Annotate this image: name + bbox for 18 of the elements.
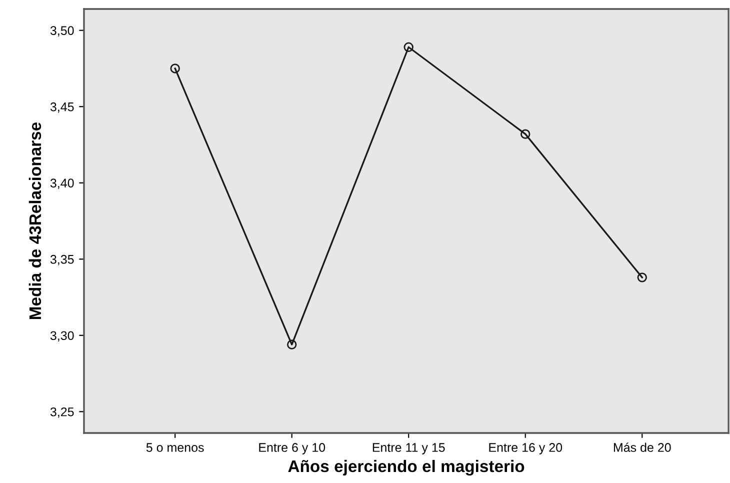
- point: [286, 340, 297, 350]
- x-axis-title: Años ejerciendo el magisterio: [288, 460, 524, 476]
- x-tick-label: 5 o menos: [146, 443, 204, 452]
- y-tick-label: 3,45: [50, 102, 74, 113]
- x-tick-label: Más de 20: [614, 442, 671, 452]
- point: [170, 64, 180, 74]
- y-tick-label: 3,35: [50, 254, 74, 266]
- point: [520, 129, 530, 139]
- point: [637, 272, 647, 282]
- y-tick-label: 3,50: [50, 26, 74, 36]
- x-tick-label: Entre 16 y 20: [489, 443, 562, 454]
- y-axis-title: Media de 43Relacionarse: [28, 122, 42, 319]
- x-tick-label: Entre 6 y 10: [259, 443, 326, 454]
- y-tick-label: 3,40: [50, 178, 74, 189]
- y-tick-label: 3,30: [50, 331, 74, 342]
- x-tick-label: Entre 11 y 15: [372, 443, 445, 454]
- point: [404, 42, 414, 52]
- y-tick-label: 3,25: [50, 407, 74, 418]
